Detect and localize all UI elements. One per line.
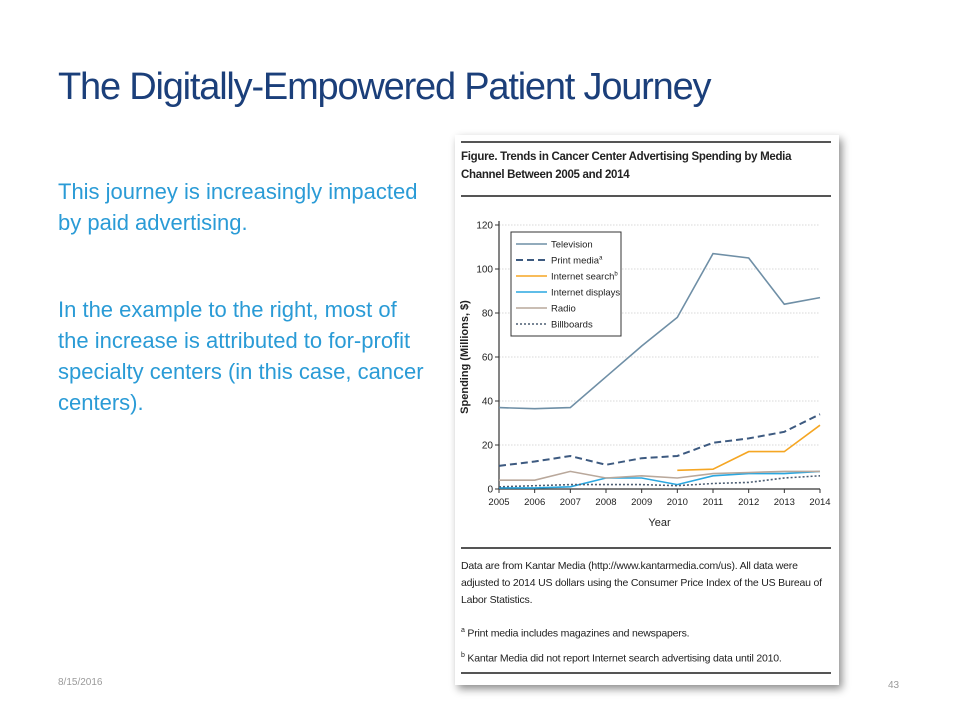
example-paragraph: In the example to the right, most of the… [58,297,424,415]
x-tick-label: 2006 [524,497,545,508]
x-tick-label: 2005 [488,497,509,508]
figure-title-rule [461,195,831,197]
legend-entry: Print mediaa [551,256,603,267]
footnote-b-text: Kantar Media did not report Internet sea… [464,652,782,665]
legend-entry: Internet searchb [551,272,618,283]
y-axis-label: Spending (Millions, $) [459,300,471,414]
x-tick-label: 2014 [809,497,830,508]
legend-box [510,231,622,337]
y-tick-label: 0 [487,485,493,496]
figure-bottom-rule [461,672,831,674]
x-tick-label: 2007 [560,497,581,508]
x-tick-label: 2013 [774,497,795,508]
footnote-b-mark: b [461,652,465,659]
legend-entry-superscript: a [599,256,603,262]
footer-date: 8/15/2016 [58,677,103,688]
x-tick-label: 2008 [595,497,616,508]
y-tick-label: 60 [482,353,494,364]
series-line-radio [499,470,820,482]
series-line-internet-displays [499,470,821,489]
chart-figure: Figure. Trends in Cancer Center Advertis… [455,135,839,685]
figure-notes-rule [461,547,831,549]
series-line-television [498,252,821,410]
y-tick-label: 100 [476,265,493,276]
x-tick-label: 2010 [667,497,688,508]
footnote-a: a Print media includes magazines and new… [461,622,833,643]
series-line-internet-search [677,424,821,472]
legend-entry: Radio [551,304,576,315]
y-tick-label: 20 [482,441,494,452]
data-source-note: Data are from Kantar Media (http://www.k… [461,560,822,606]
footnote-a-mark: a [461,627,465,634]
footnote-b: b Kantar Media did not report Internet s… [461,647,833,668]
x-tick-label: 2012 [738,497,759,508]
legend-entry: Television [551,240,593,251]
series-line-print-media [498,413,821,467]
figure-top-rule [461,141,831,143]
slide-title: The Digitally-Empowered Patient Journey [58,66,712,108]
legend-entry: Billboards [551,320,593,331]
y-tick-label: 40 [482,397,494,408]
x-tick-label: 2009 [631,497,652,508]
x-axis-label: Year [648,517,671,529]
legend-entry: Internet displays [551,288,620,299]
spending-line-chart: 0 20 40 60 80 100 120 2005 2006 2007 2008 2009 2010 2… [459,221,831,530]
x-tick-label: 2011 [703,497,723,508]
figure-title: Figure. Trends in Cancer Center Advertis… [461,151,792,181]
footnote-a-text: Print media includes magazines and newsp… [464,627,690,640]
page-number: 43 [888,680,900,691]
series-line-billboards [498,475,821,488]
legend-entry-superscript: b [614,272,618,278]
y-tick-label: 120 [476,221,493,232]
intro-paragraph: This journey is increasingly impacted by… [58,179,418,235]
y-tick-label: 80 [482,309,494,320]
